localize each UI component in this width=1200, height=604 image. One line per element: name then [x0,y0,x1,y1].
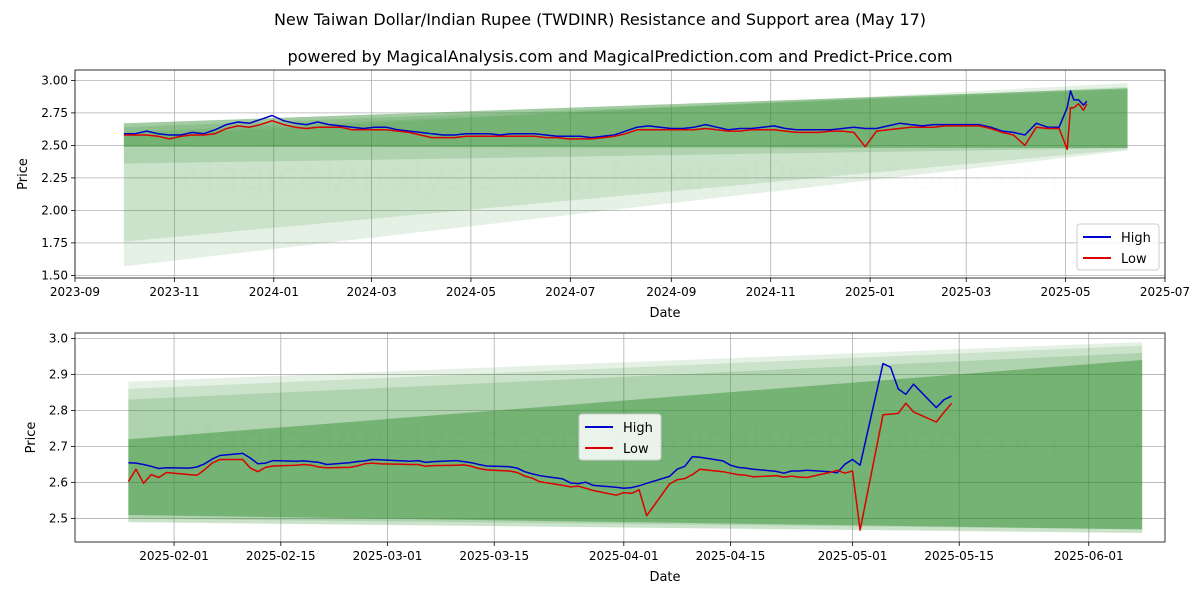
x-tick-label: 2025-03-01 [353,549,423,563]
x-tick-label: 2024-07 [545,285,595,299]
legend-label-low: Low [1121,252,1147,267]
legend: High Low [578,413,662,461]
y-tick-label: 2.5 [49,512,68,526]
x-tick-label: 2023-09 [50,285,100,299]
series-line-low [123,103,1088,151]
plot-frame [74,69,1166,279]
y-axis-label: Price [24,422,39,454]
x-tick-label: 2023-11 [149,285,199,299]
x-tick-label: 2024-05 [446,285,496,299]
x-tick-label: 2025-02-15 [246,549,316,563]
y-tick-label: 2.00 [41,203,68,217]
legend-label-low: Low [623,442,649,457]
y-tick-label: 2.6 [49,476,68,490]
legend-label-high: High [623,421,653,436]
chart-subtitle: powered by MagicalAnalysis.com and Magic… [287,47,952,66]
y-axis-label: Price [16,158,31,190]
x-tick-label: 2024-03 [346,285,396,299]
y-tick-label: 2.9 [49,367,68,381]
y-tick-label: 2.25 [41,171,68,185]
y-tick-label: 3.0 [49,331,68,345]
x-tick-label: 2025-04-01 [589,549,659,563]
x-axis-label: Date [649,306,680,321]
x-tick-label: 2024-01 [249,285,299,299]
x-tick-label: 2025-06-01 [1054,549,1124,563]
y-tick-label: 3.00 [41,73,68,87]
support-resistance-bands [123,83,1128,267]
y-tick-label: 2.50 [41,138,68,152]
series-line-high [128,362,952,490]
x-tick-label: 2024-11 [746,285,796,299]
x-tick-label: 2025-02-01 [139,549,209,563]
plot-frame [74,332,1166,543]
x-tick-label: 2025-07 [1140,285,1190,299]
series-line-low [127,402,953,531]
bottom-chart-panel: MagicalAnalysis.com MagicalPrediction.co… [24,331,1166,585]
y-tick-label: 2.7 [49,440,68,454]
top-chart-panel: MagicalAnalysis.com MagicalPrediction.co… [16,69,1190,321]
x-tick-label: 2025-05-01 [818,549,888,563]
x-tick-label: 2025-01 [845,285,895,299]
y-tick-label: 1.50 [41,268,68,282]
band-area [123,89,1128,164]
x-tick-label: 2025-05 [1041,285,1091,299]
series-line-high [123,90,1088,139]
x-tick-label: 2025-03-15 [459,549,529,563]
x-axis-label: Date [649,570,680,585]
x-tick-label: 2024-09 [646,285,696,299]
y-tick-label: 2.8 [49,403,68,417]
band-area [123,88,1128,148]
legend: High Low [1076,223,1160,271]
y-tick-label: 2.75 [41,106,68,120]
watermark: MagicalAnalysis.com MagicalPrediction.co… [181,154,1060,200]
chart-title: New Taiwan Dollar/Indian Rupee (TWDINR) … [274,10,926,29]
legend-label-high: High [1121,231,1151,246]
y-tick-label: 1.75 [41,236,68,250]
x-tick-label: 2025-03 [941,285,991,299]
x-tick-label: 2025-05-15 [924,549,994,563]
band-area [123,86,1128,242]
x-tick-label: 2025-04-15 [696,549,766,563]
